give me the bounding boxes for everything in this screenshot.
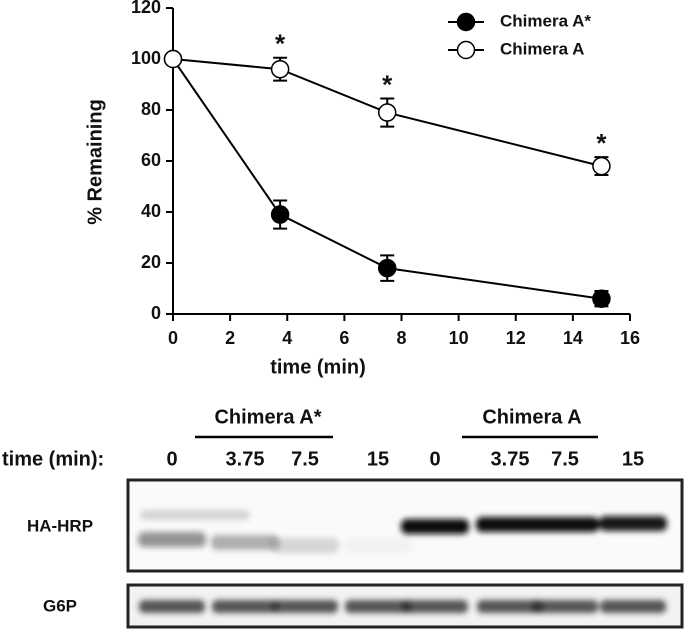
- lane-label: 15: [622, 448, 644, 470]
- lane-label: 7.5: [291, 448, 319, 470]
- x-tick-label: 14: [563, 328, 583, 348]
- time-label: time (min):: [2, 448, 104, 470]
- row-label: G6P: [43, 596, 77, 615]
- data-point: [163, 49, 183, 69]
- x-tick-label: 6: [339, 328, 349, 348]
- y-axis-label: % Remaining: [84, 99, 106, 225]
- x-axis-label: time (min): [270, 356, 366, 378]
- x-tick-label: 10: [449, 328, 469, 348]
- lane-label: 0: [429, 448, 440, 470]
- data-point: [592, 156, 611, 176]
- data-point: [377, 258, 397, 278]
- band: [531, 517, 599, 532]
- band: [344, 538, 412, 553]
- x-tick-label: 8: [396, 328, 406, 348]
- y-tick-label: 40: [141, 201, 161, 221]
- band: [476, 517, 544, 532]
- significance-mark: *: [596, 128, 607, 158]
- data-point: [270, 205, 290, 224]
- y-tick-label: 80: [141, 99, 161, 119]
- lane-label: 3.75: [226, 448, 265, 470]
- band: [139, 600, 205, 613]
- lane-label: 7.5: [551, 448, 579, 470]
- row-label: HA-HRP: [27, 516, 93, 535]
- band: [271, 538, 339, 553]
- y-tick-label: 60: [141, 150, 161, 170]
- series-line: [172, 58, 602, 168]
- data-point: [592, 289, 611, 308]
- group-label: Chimera A: [482, 406, 581, 428]
- x-tick-label: 16: [620, 328, 640, 348]
- significance-mark: *: [275, 29, 286, 59]
- legend-marker: [456, 12, 476, 32]
- data-point: [270, 59, 290, 79]
- band: [212, 600, 278, 613]
- band: [140, 510, 250, 520]
- legend-label: Chimera A: [500, 39, 584, 58]
- y-tick-label: 120: [131, 0, 161, 17]
- x-tick-label: 12: [506, 328, 526, 348]
- band: [138, 532, 206, 547]
- lane-label: 15: [367, 448, 389, 470]
- band: [599, 516, 667, 531]
- y-tick-label: 20: [141, 252, 161, 272]
- band: [345, 600, 411, 613]
- data-point: [377, 103, 397, 122]
- x-tick-label: 4: [282, 328, 292, 348]
- y-tick-label: 0: [151, 303, 161, 323]
- lane-label: 3.75: [491, 448, 530, 470]
- x-tick-label: 2: [225, 328, 235, 348]
- band: [477, 600, 543, 613]
- x-tick-label: 0: [168, 328, 178, 348]
- legend-label: Chimera A*: [500, 11, 591, 30]
- band: [402, 600, 468, 613]
- band: [401, 519, 469, 534]
- blot-bands: [138, 510, 667, 613]
- y-tick-label: 100: [131, 48, 161, 68]
- significance-mark: *: [382, 69, 393, 99]
- series-line: [172, 58, 602, 300]
- band: [211, 535, 279, 550]
- group-label: Chimera A*: [214, 406, 321, 428]
- band: [532, 600, 598, 613]
- legend-marker: [456, 40, 476, 60]
- lane-label: 0: [166, 448, 177, 470]
- band: [600, 600, 666, 613]
- band: [272, 600, 338, 613]
